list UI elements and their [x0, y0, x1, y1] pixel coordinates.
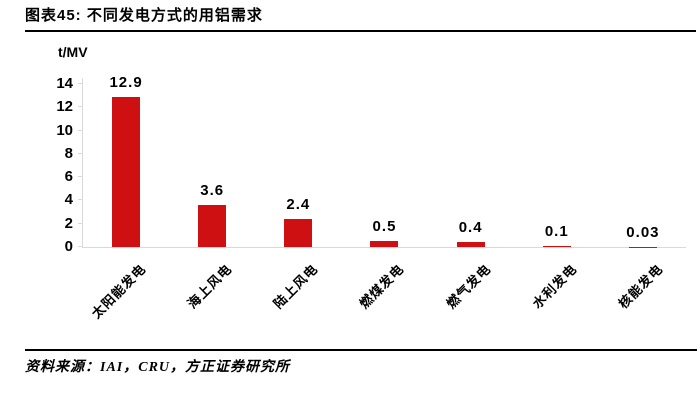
category-cell: 陆上风电 [255, 249, 341, 345]
y-tick-label: 12 [56, 98, 73, 116]
y-tick-mark [78, 129, 83, 131]
y-tick-mark [78, 152, 83, 154]
category-cell: 燃气发电 [428, 249, 514, 345]
y-tick-label: 6 [64, 168, 73, 186]
y-tick-label: 4 [64, 191, 73, 209]
y-tick-label: 2 [64, 214, 73, 232]
source-note: 资料来源：IAI，CRU，方正证券研究所 [25, 360, 291, 375]
bar [370, 241, 399, 247]
category-cell: 核能发电 [600, 249, 686, 345]
plot-area: 12.9 3.6 2.4 0.5 0.4 0.1 0.03 太阳能发电 海上风电 陆上风电 燃煤发… [56, 74, 686, 321]
bar-column: 2.4 [255, 78, 341, 247]
bar-value-label: 0.5 [372, 218, 397, 236]
category-label: 太阳能发电 [88, 261, 149, 322]
bar [542, 245, 571, 247]
bar-value-label: 2.4 [286, 196, 311, 214]
bar-value-label: 0.03 [626, 223, 660, 241]
x-axis-labels: 太阳能发电 海上风电 陆上风电 燃煤发电 燃气发电 水利发电 核能发电 [83, 249, 686, 345]
footer-divider [25, 349, 697, 351]
category-label: 核能发电 [615, 261, 666, 312]
figure-title: 图表45: 不同发电方式的用铝需求 [25, 7, 263, 24]
category-cell: 海上风电 [169, 249, 255, 345]
category-label: 陆上风电 [270, 261, 322, 312]
bar-column: 0.1 [514, 78, 600, 247]
y-tick-mark [78, 176, 83, 178]
y-tick-label: 10 [56, 121, 73, 139]
bars-container: 12.9 3.6 2.4 0.5 0.4 0.1 0.03 [83, 74, 686, 247]
bar-column: 3.6 [169, 78, 255, 247]
y-tick-mark [78, 222, 83, 224]
y-tick-label: 8 [64, 144, 73, 162]
bar-column: 0.03 [600, 78, 686, 247]
category-cell: 水利发电 [514, 249, 600, 345]
category-cell: 燃煤发电 [341, 249, 427, 345]
title-divider [25, 30, 696, 32]
category-label: 燃气发电 [443, 261, 494, 312]
y-tick-label: 0 [64, 238, 73, 255]
bar [456, 242, 485, 247]
bar-value-label: 12.9 [109, 73, 143, 91]
y-tick-mark [78, 106, 83, 108]
y-axis-unit-label: t/MV [58, 44, 88, 60]
bar-chart: t/MV 12.9 3.6 2.4 0.5 0.4 0.1 0.03 太阳能发电 海上风电 陆上… [25, 33, 697, 345]
bar [198, 205, 227, 247]
bar [284, 219, 313, 247]
bar [112, 96, 141, 247]
bar-value-label: 0.4 [458, 219, 483, 237]
bar-column: 0.4 [428, 78, 514, 247]
y-tick-mark [78, 246, 83, 247]
bar-column: 12.9 [83, 74, 169, 247]
y-tick-mark [78, 199, 83, 201]
category-label: 水利发电 [529, 261, 580, 312]
y-tick-mark [78, 83, 83, 84]
category-label: 燃煤发电 [357, 261, 408, 312]
y-tick-label: 14 [56, 75, 73, 92]
category-label: 海上风电 [184, 261, 235, 312]
bar-column: 0.5 [341, 78, 427, 247]
category-cell: 太阳能发电 [83, 249, 169, 345]
bar-value-label: 0.1 [544, 222, 569, 240]
bar-value-label: 3.6 [200, 182, 225, 200]
